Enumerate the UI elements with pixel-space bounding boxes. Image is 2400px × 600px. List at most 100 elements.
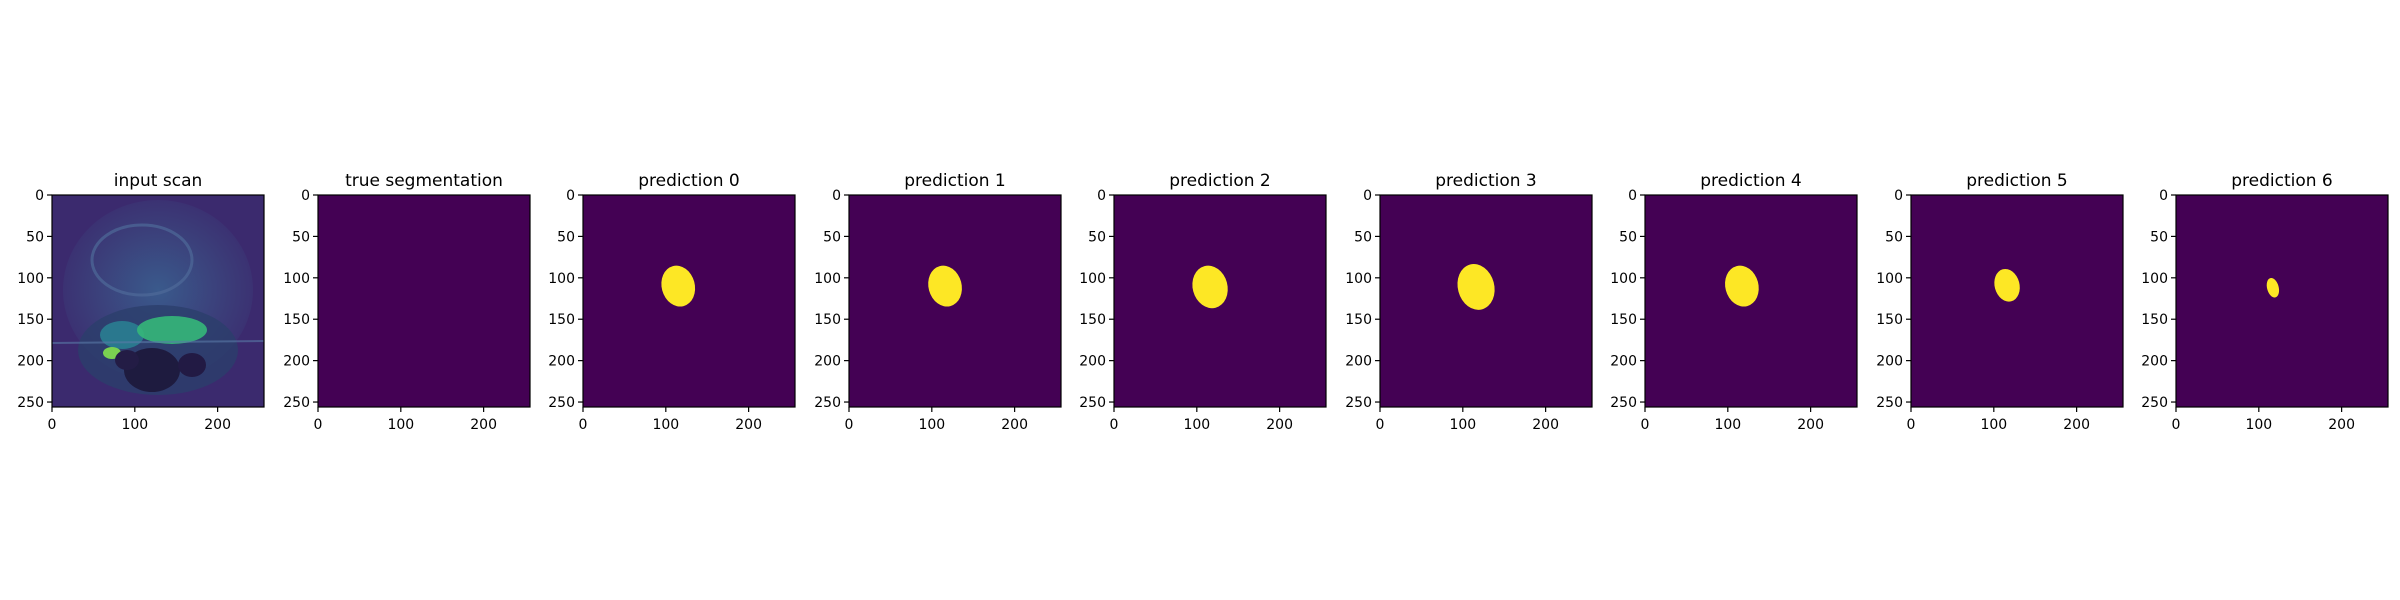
y-tick-label: 100 [1079,271,1106,287]
y-tick-label: 150 [17,312,44,328]
y-tick-label: 250 [1610,395,1637,411]
y-tick-label: 150 [1079,312,1106,328]
y-tick-label: 100 [2141,271,2168,287]
x-tick-label: 100 [1980,417,2007,433]
y-tick-label: 200 [2141,354,2168,370]
axes-frame [1644,194,1858,408]
axes-frame [1113,194,1327,408]
mask-image [1911,195,2123,407]
x-tick-label: 0 [314,417,323,433]
panels-layer: input scan 0 100 200 0 50 100 150 200 250 true seg… [17,171,2389,433]
panel-6: prediction 4 0 100 200 0 50 100 150 200 250 [1610,171,1858,433]
y-tick-label: 100 [548,271,575,287]
y-tick-label: 50 [1354,229,1372,245]
x-tick-label: 0 [845,417,854,433]
axes-frame [51,194,265,408]
y-tick-label: 50 [26,229,44,245]
y-tick-label: 100 [1876,271,1903,287]
y-tick-label: 0 [1097,188,1106,204]
panel-title: prediction 0 [638,171,740,191]
y-tick-label: 50 [1619,229,1637,245]
axes-frame [848,194,1062,408]
mask-image [2176,195,2388,407]
x-tick-label: 200 [1532,417,1559,433]
y-tick-label: 50 [823,229,841,245]
mask-image [1645,195,1857,407]
y-tick-label: 0 [832,188,841,204]
y-tick-label: 100 [814,271,841,287]
mask-image [849,195,1061,407]
panel-7: prediction 5 0 100 200 0 50 100 150 200 250 [1876,171,2124,433]
y-tick-label: 0 [1628,188,1637,204]
y-tick-label: 50 [557,229,575,245]
panel-title: prediction 3 [1435,171,1537,191]
y-tick-label: 250 [2141,395,2168,411]
y-tick-label: 200 [1876,354,1903,370]
axes-frame [317,194,531,408]
y-tick-label: 0 [1894,188,1903,204]
panel-title: prediction 2 [1169,171,1271,191]
panel-8: prediction 6 0 100 200 0 50 100 150 200 250 [2141,171,2389,433]
x-tick-label: 0 [1110,417,1119,433]
y-tick-label: 150 [1610,312,1637,328]
y-tick-label: 100 [283,271,310,287]
x-tick-label: 200 [204,417,231,433]
y-tick-label: 200 [548,354,575,370]
panel-title: input scan [114,171,203,191]
axes-frame [582,194,796,408]
x-tick-label: 200 [2328,417,2355,433]
x-tick-label: 100 [1449,417,1476,433]
axes-frame [2175,194,2389,408]
y-tick-label: 200 [17,354,44,370]
y-tick-label: 250 [548,395,575,411]
x-tick-label: 100 [652,417,679,433]
x-tick-label: 100 [2245,417,2272,433]
panel-title: prediction 6 [2231,171,2333,191]
y-tick-label: 200 [814,354,841,370]
mask-image [318,195,530,407]
panel-title: prediction 1 [904,171,1006,191]
x-tick-label: 200 [2063,417,2090,433]
y-tick-label: 0 [2159,188,2168,204]
y-tick-label: 0 [566,188,575,204]
mask-image [1380,195,1592,407]
y-tick-label: 200 [1079,354,1106,370]
y-tick-label: 150 [814,312,841,328]
y-tick-label: 100 [1610,271,1637,287]
y-tick-label: 50 [292,229,310,245]
x-tick-label: 200 [1797,417,1824,433]
scan-image [52,195,264,407]
y-tick-label: 100 [1345,271,1372,287]
y-tick-label: 250 [814,395,841,411]
y-tick-label: 150 [2141,312,2168,328]
y-tick-label: 200 [283,354,310,370]
y-tick-label: 150 [1876,312,1903,328]
y-tick-label: 150 [283,312,310,328]
panel-title: true segmentation [345,171,503,191]
x-tick-label: 0 [1376,417,1385,433]
x-tick-label: 100 [387,417,414,433]
x-tick-label: 100 [1183,417,1210,433]
x-tick-label: 200 [735,417,762,433]
y-tick-label: 50 [2150,229,2168,245]
y-tick-label: 250 [1876,395,1903,411]
y-tick-label: 200 [1610,354,1637,370]
y-tick-label: 100 [17,271,44,287]
mask-image [583,195,795,407]
y-tick-label: 150 [548,312,575,328]
x-tick-label: 200 [1266,417,1293,433]
mask-image [1114,195,1326,407]
y-tick-label: 250 [17,395,44,411]
panel-title: prediction 5 [1966,171,2068,191]
axes-frame [1910,194,2124,408]
x-tick-label: 0 [1907,417,1916,433]
y-tick-label: 0 [35,188,44,204]
x-tick-label: 0 [48,417,57,433]
x-tick-label: 0 [579,417,588,433]
x-tick-label: 100 [1714,417,1741,433]
y-tick-label: 150 [1345,312,1372,328]
panel-3: prediction 1 0 100 200 0 50 100 150 200 250 [814,171,1062,433]
panel-5: prediction 3 0 100 200 0 50 100 150 200 250 [1345,171,1593,433]
y-tick-label: 250 [283,395,310,411]
x-tick-label: 200 [1001,417,1028,433]
